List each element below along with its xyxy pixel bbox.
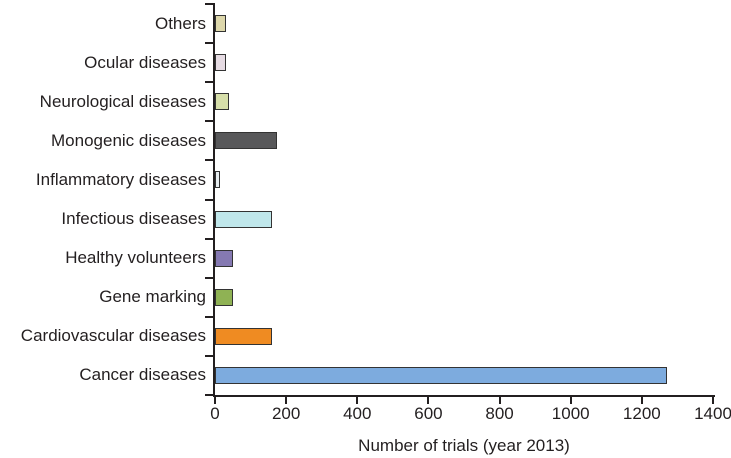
category-label-monogenic-diseases: Monogenic diseases [51,130,206,150]
category-label-cancer-diseases: Cancer diseases [79,365,206,385]
x-tick-label: 400 [343,404,372,423]
x-tick-label: 800 [485,404,514,423]
category-label-inflammatory-diseases: Inflammatory diseases [35,169,206,189]
y-axis-tick [205,159,213,162]
x-tick-label: 1000 [551,404,590,423]
y-axis-tick [205,394,213,396]
x-axis-tick [640,397,643,404]
x-axis-tick [356,397,359,404]
bar-ocular-diseases [215,54,226,72]
x-axis-tick [285,397,288,404]
bar-cardiovascular-diseases [215,327,272,345]
category-label-ocular-diseases: Ocular diseases [84,52,206,72]
x-tick-label: 1200 [622,404,661,423]
x-tick-label: 0 [210,404,220,423]
x-axis-tick [214,397,216,404]
bar-gene-marking [215,288,233,306]
x-axis-tick [498,397,501,404]
y-axis-tick [205,81,213,84]
x-axis-tick [427,397,430,404]
x-tick-label: 200 [271,404,301,423]
category-label-others: Others [154,13,206,33]
category-label-gene-marking: Gene marking [99,287,206,307]
y-axis-tick [205,315,213,318]
y-axis-tick [205,237,213,240]
x-tick-label: 600 [414,404,443,423]
y-axis-tick [205,120,213,123]
bar-others [215,15,226,33]
category-label-neurological-diseases: Neurological diseases [39,91,206,111]
bar-healthy-volunteers [215,249,233,267]
bar-monogenic-diseases [215,132,278,150]
x-axis [213,395,715,397]
y-axis-tick [205,3,213,5]
x-axis-title: Number of trials (year 2013) [358,436,570,455]
y-axis-tick [205,276,213,279]
y-axis-tick [205,354,213,357]
y-axis-tick [205,198,213,201]
x-axis-tick [712,397,714,404]
bar-cancer-diseases [215,366,667,384]
category-label-healthy-volunteers: Healthy volunteers [65,248,206,268]
category-label-infectious-diseases: Infectious diseases [61,209,206,229]
bar-neurological-diseases [215,93,230,111]
y-axis-tick [205,42,213,45]
x-tick-label: 1400 [694,404,731,423]
category-label-cardiovascular-diseases: Cardiovascular diseases [20,326,206,346]
bar-inflammatory-diseases [215,171,221,189]
bar-infectious-diseases [215,210,272,228]
y-axis [213,3,215,397]
x-axis-tick [569,397,572,404]
